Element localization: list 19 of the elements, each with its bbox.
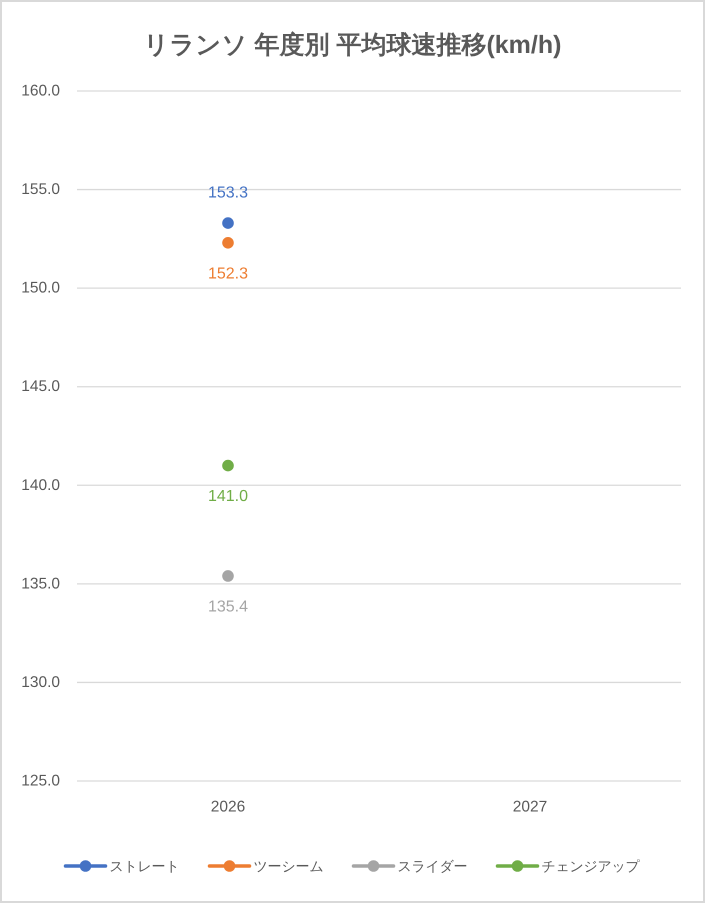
legend-label: チェンジアップ [542, 858, 640, 874]
x-tick-label: 2027 [512, 798, 548, 816]
y-tick-label: 160.0 [21, 82, 60, 100]
legend-label: ツーシーム [254, 858, 324, 874]
x-tick-label: 2026 [210, 798, 246, 816]
data-label: 141.0 [208, 488, 248, 506]
title: リランソ 年度別 平均球速推移(km/h) [144, 31, 562, 59]
y-tick-label: 140.0 [21, 476, 60, 494]
y-tick-label: 135.0 [21, 575, 60, 592]
data-label: 135.4 [208, 598, 248, 616]
legend-label: スライダー [398, 858, 468, 874]
y-tick-label: 155.0 [21, 181, 60, 198]
data-label: 152.3 [208, 265, 248, 282]
data-label: 153.3 [208, 184, 248, 202]
legend-label: ストレート [110, 858, 180, 874]
y-tick-label: 130.0 [21, 674, 60, 691]
y-tick-label: 150.0 [21, 280, 60, 297]
y-tick-label: 145.0 [21, 378, 60, 396]
y-tick-label: 125.0 [21, 772, 60, 790]
